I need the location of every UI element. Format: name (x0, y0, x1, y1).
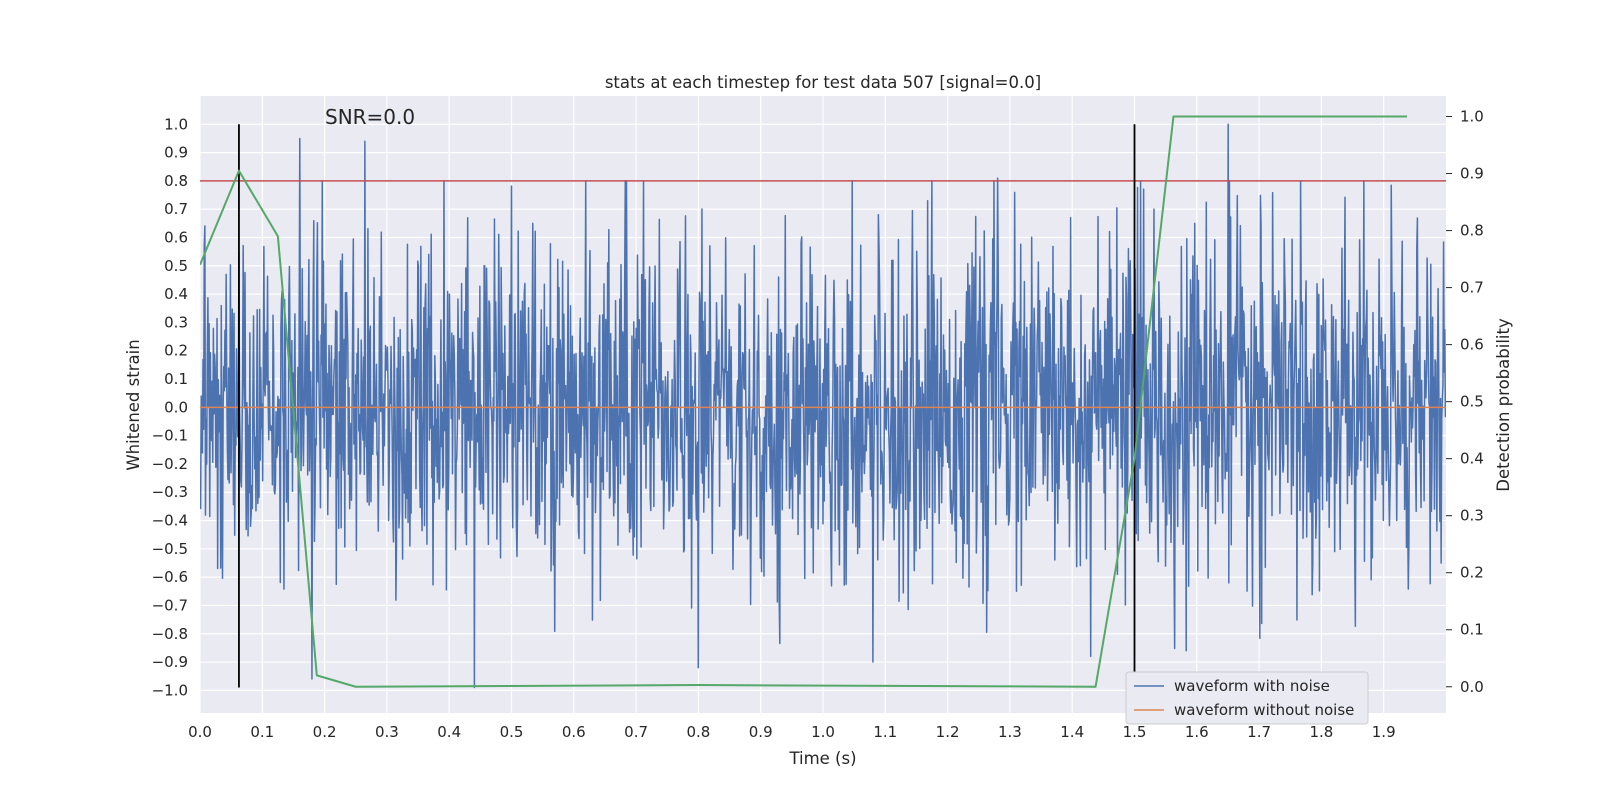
y-axis-left-ticks: 1.0 0.9 0.8 0.7 0.6 0.5 0.4 0.3 0.2 0.1 0.0 −0.1 −0.… (152, 115, 188, 699)
y-tick-label-right: 0.4 (1460, 450, 1484, 468)
x-tick-label: 0.2 (313, 723, 337, 741)
y-tick-label-left: 0.9 (164, 144, 188, 162)
x-tick-label: 1.6 (1185, 723, 1209, 741)
x-tick-label: 1.0 (811, 723, 835, 741)
x-tick-label: 0.9 (749, 723, 773, 741)
y-axis-left-label: Whitened strain (124, 339, 143, 470)
x-tick-label: 0.7 (624, 723, 648, 741)
y-tick-label-left: −0.3 (152, 483, 188, 501)
y-tick-label-left: −0.9 (152, 653, 188, 671)
x-axis-ticks: 0.0 0.1 0.2 0.3 0.4 0.5 0.6 0.7 0.8 0.9 1.0 1.1 1.2 1… (188, 723, 1396, 741)
chart-title: stats at each timestep for test data 507… (605, 73, 1041, 92)
y-tick-label-right: 0.1 (1460, 621, 1484, 639)
legend-label-clean: waveform without noise (1174, 701, 1354, 719)
y-tick-label-left: 1.0 (164, 115, 188, 133)
y-tick-label-left: −0.5 (152, 540, 188, 558)
y-tick-label-right: 0.0 (1460, 678, 1484, 696)
y-tick-label-left: 0.6 (164, 229, 188, 247)
y-tick-label-left: −0.1 (152, 427, 188, 445)
x-tick-label: 0.4 (437, 723, 461, 741)
y-tick-label-left: 0.5 (164, 257, 188, 275)
y-tick-label-left: 0.1 (164, 370, 188, 388)
y-axis-right-ticks: 1.0 0.9 0.8 0.7 0.6 0.5 0.4 0.3 0.2 0.1 0.0 (1446, 108, 1484, 696)
y-tick-label-left: 0.3 (164, 313, 188, 331)
y-tick-label-left: 0.2 (164, 342, 188, 360)
y-tick-label-right: 0.5 (1460, 393, 1484, 411)
series-detection-probability (200, 115, 1408, 688)
x-tick-label: 1.1 (873, 723, 897, 741)
legend-label-noise: waveform with noise (1174, 677, 1330, 695)
y-tick-label-right: 0.9 (1460, 165, 1484, 183)
legend: waveform with noise waveform without noi… (1125, 671, 1369, 725)
y-tick-label-right: 1.0 (1460, 108, 1484, 126)
y-tick-label-left: −0.7 (152, 596, 188, 614)
y-tick-label-right: 0.3 (1460, 507, 1484, 525)
y-tick-label-right: 0.8 (1460, 222, 1484, 240)
y-tick-label-right: 0.6 (1460, 336, 1484, 354)
y-tick-label-left: 0.0 (164, 398, 188, 416)
x-tick-label: 1.9 (1372, 723, 1396, 741)
x-tick-label: 1.8 (1309, 723, 1333, 741)
x-tick-label: 1.5 (1123, 723, 1147, 741)
series-waveform-with-noise (200, 123, 1446, 689)
x-tick-label: 0.8 (686, 723, 710, 741)
x-tick-label: 1.2 (936, 723, 960, 741)
x-tick-label: 0.1 (250, 723, 274, 741)
y-tick-label-left: −0.2 (152, 455, 188, 473)
y-tick-label-left: −0.8 (152, 625, 188, 643)
legend-box (1125, 671, 1369, 725)
x-tick-label: 0.6 (562, 723, 586, 741)
y-tick-label-left: −1.0 (152, 681, 188, 699)
x-tick-label: 1.3 (998, 723, 1022, 741)
x-tick-label: 0.5 (500, 723, 524, 741)
x-axis-label: Time (s) (788, 749, 856, 768)
y-tick-label-right: 0.7 (1460, 279, 1484, 297)
y-tick-label-left: 0.7 (164, 200, 188, 218)
y-tick-label-left: 0.4 (164, 285, 188, 303)
x-tick-label: 1.7 (1247, 723, 1271, 741)
y-tick-label-left: −0.6 (152, 568, 188, 586)
x-tick-label: 0.3 (375, 723, 399, 741)
y-tick-label-right: 0.2 (1460, 564, 1484, 582)
snr-annotation: SNR=0.0 (325, 105, 415, 129)
x-tick-label: 0.0 (188, 723, 212, 741)
x-tick-label: 1.4 (1060, 723, 1084, 741)
y-axis-right-label: Detection probability (1494, 318, 1513, 492)
vertical-markers (238, 124, 1136, 688)
y-tick-label-left: −0.4 (152, 512, 188, 530)
y-tick-label-left: 0.8 (164, 172, 188, 190)
